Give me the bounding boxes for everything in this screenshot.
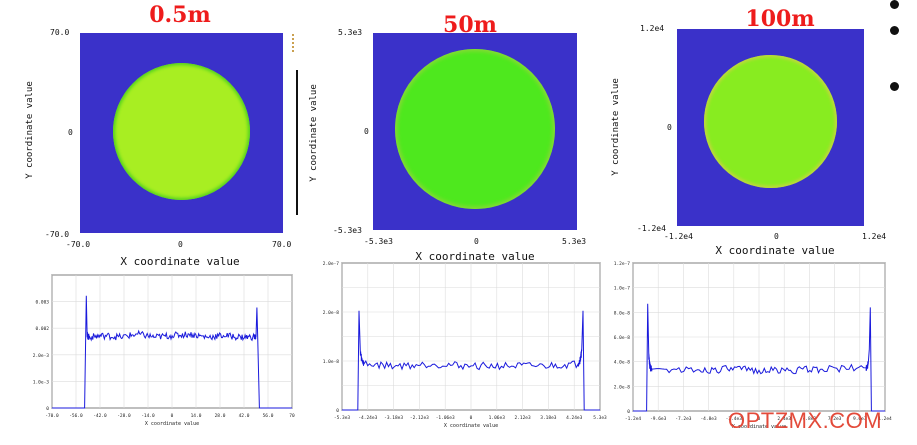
x-tick-line-5-8: 7.2e3 bbox=[828, 416, 842, 422]
x-tick-line-3-4: -14.0 bbox=[141, 413, 155, 419]
y-tick-line-5-2: 8.0e-8 bbox=[614, 310, 631, 316]
line-plot-0: -70.0 -56.0 -42.0 -28.0 -14.0 0 14.0 28.0 42.0 56… bbox=[33, 274, 295, 427]
x-tick-line-3-5: 0 bbox=[171, 413, 174, 419]
x-tick-line-3-7: 28.0 bbox=[215, 413, 226, 419]
line-plot-2: -1.2e4 -9.6e3 -7.2e3 -4.8e3 -2.4e3 0 2.4e3 4.8e… bbox=[614, 261, 892, 430]
y-tick-2-2: -1.2e4 bbox=[637, 224, 666, 233]
x-tick-line-3-2: -42.0 bbox=[93, 413, 107, 419]
y-tick-line-4-0: 2.0e-7 bbox=[323, 261, 340, 267]
y-tick-1-0: 5.3e3 bbox=[338, 28, 363, 37]
y-tick-line-4-4: 1.0e-8 bbox=[323, 359, 340, 365]
x-tick-2-0: -1.2e4 bbox=[664, 232, 693, 241]
x-axis-label-0: X coordinate value bbox=[120, 255, 240, 268]
y-tick-line-4-2: 2.0e-8 bbox=[323, 310, 340, 316]
y-tick-line-5-5: 2.0e-8 bbox=[614, 384, 631, 390]
series-line-3 bbox=[52, 295, 292, 409]
x-tick-line-5-4: -2.4e3 bbox=[726, 416, 743, 422]
x-tick-2-1: 0 bbox=[774, 232, 779, 241]
x-tick-line-4-5: 0 bbox=[470, 415, 473, 421]
y-tick-1-1: 0 bbox=[364, 127, 369, 136]
x-tick-line-3-10: 70 bbox=[289, 413, 295, 419]
x-tick-line-5-6: 2.4e3 bbox=[777, 416, 791, 422]
x-axis-label-2: X coordinate value bbox=[715, 244, 835, 257]
y-tick-line-3-5: 0 bbox=[46, 406, 49, 412]
bullet-dot-1 bbox=[890, 0, 899, 9]
y-tick-line-5-4: 4.0e-8 bbox=[614, 360, 631, 366]
x-tick-2-2: 1.2e4 bbox=[862, 232, 887, 241]
y-axis-label-1: Y coordinate value bbox=[309, 84, 319, 182]
bullet-dot-2 bbox=[890, 26, 899, 35]
x-tick-line-4-7: 2.12e3 bbox=[514, 415, 531, 421]
y-tick-0-1: 0 bbox=[68, 128, 73, 137]
y-axis-label-0: Y coordinate value bbox=[25, 81, 35, 179]
x-tick-line-5-10: 1.2e4 bbox=[878, 416, 892, 422]
x-tick-line-3-3: -28.0 bbox=[117, 413, 131, 419]
x-axis-label-line-5: X coordinate value bbox=[732, 424, 786, 430]
x-tick-line-3-0: -70.0 bbox=[45, 413, 59, 419]
y-tick-line-3-1: 0.003 bbox=[35, 300, 49, 306]
x-tick-0-1: 0 bbox=[178, 240, 183, 249]
x-tick-0-2: 70.0 bbox=[272, 240, 292, 249]
series-line-4 bbox=[342, 310, 600, 411]
x-tick-line-4-8: 3.18e3 bbox=[540, 415, 557, 421]
line-plot-1: -5.3e3 -4.24e3 -3.18e3 -2.12e3 -1.06e3 0 1.06e… bbox=[323, 261, 607, 429]
x-tick-line-3-6: 14.0 bbox=[191, 413, 202, 419]
y-tick-0-0: 70.0 bbox=[50, 28, 70, 37]
x-tick-line-4-1: -4.24e3 bbox=[358, 415, 377, 421]
x-tick-line-5-9: 9.6e3 bbox=[853, 416, 867, 422]
x-tick-line-3-9: 56.0 bbox=[263, 413, 274, 419]
y-tick-0-2: -70.0 bbox=[45, 230, 70, 239]
x-tick-line-4-4: -1.06e3 bbox=[436, 415, 455, 421]
y-tick-line-3-2: 0.002 bbox=[35, 326, 49, 332]
y-tick-1-2: -5.3e3 bbox=[333, 226, 362, 235]
heatmap-2 bbox=[677, 29, 864, 226]
x-tick-line-3-8: 42.0 bbox=[239, 413, 250, 419]
y-tick-line-5-6: 0 bbox=[627, 409, 630, 415]
y-tick-line-3-3: 2.0e-3 bbox=[33, 353, 50, 359]
x-tick-1-1: 0 bbox=[474, 237, 479, 246]
y-tick-line-5-1: 1.0e-7 bbox=[614, 286, 631, 292]
x-tick-line-4-9: 4.24e3 bbox=[566, 415, 583, 421]
chart-title-2: 100m bbox=[745, 6, 815, 32]
x-tick-line-4-2: -3.18e3 bbox=[384, 415, 403, 421]
beam-disc-0 bbox=[113, 63, 250, 200]
y-tick-line-3-4: 1.0e-3 bbox=[33, 379, 50, 385]
series-line-5 bbox=[633, 303, 885, 412]
vertical-bar-marker bbox=[296, 70, 298, 215]
y-tick-2-1: 0 bbox=[667, 123, 672, 132]
y-tick-line-4-6: 0 bbox=[336, 408, 339, 414]
dotted-marker bbox=[292, 34, 296, 52]
x-tick-1-0: -5.3e3 bbox=[364, 237, 393, 246]
x-tick-line-5-5: 0 bbox=[758, 416, 761, 422]
beam-disc-1 bbox=[395, 49, 555, 209]
bullet-dot-3 bbox=[890, 82, 899, 91]
heatmap-0 bbox=[80, 33, 283, 233]
x-tick-line-5-0: -1.2e4 bbox=[625, 416, 642, 422]
chart-title-0: 0.5m bbox=[149, 2, 211, 28]
y-axis-label-2: Y coordinate value bbox=[611, 78, 621, 176]
x-tick-1-2: 5.3e3 bbox=[562, 237, 587, 246]
x-tick-line-5-3: -4.8e3 bbox=[700, 416, 717, 422]
x-tick-line-4-6: 1.06e3 bbox=[489, 415, 506, 421]
y-tick-2-0: 1.2e4 bbox=[640, 24, 665, 33]
x-tick-0-0: -70.0 bbox=[66, 240, 91, 249]
beam-disc-2 bbox=[704, 55, 837, 188]
y-tick-line-5-3: 6.0e-8 bbox=[614, 335, 631, 341]
x-tick-line-4-3: -2.12e3 bbox=[410, 415, 429, 421]
x-axis-label-1: X coordinate value bbox=[415, 250, 535, 263]
x-tick-line-3-1: -56.0 bbox=[69, 413, 83, 419]
watermark: OPTZMX.COM bbox=[728, 408, 883, 433]
x-tick-line-4-0: -5.3e3 bbox=[334, 415, 351, 421]
x-tick-line-4-10: 5.3e3 bbox=[593, 415, 607, 421]
x-tick-line-5-7: 4.8e3 bbox=[803, 416, 817, 422]
x-axis-label-line-4: X coordinate value bbox=[444, 423, 498, 429]
x-tick-line-5-1: -9.6e3 bbox=[650, 416, 667, 422]
x-tick-line-5-2: -7.2e3 bbox=[675, 416, 692, 422]
x-axis-label-line-3: X coordinate value bbox=[145, 421, 199, 427]
heatmap-1 bbox=[373, 33, 577, 230]
y-tick-line-5-0: 1.2e-7 bbox=[614, 261, 631, 267]
